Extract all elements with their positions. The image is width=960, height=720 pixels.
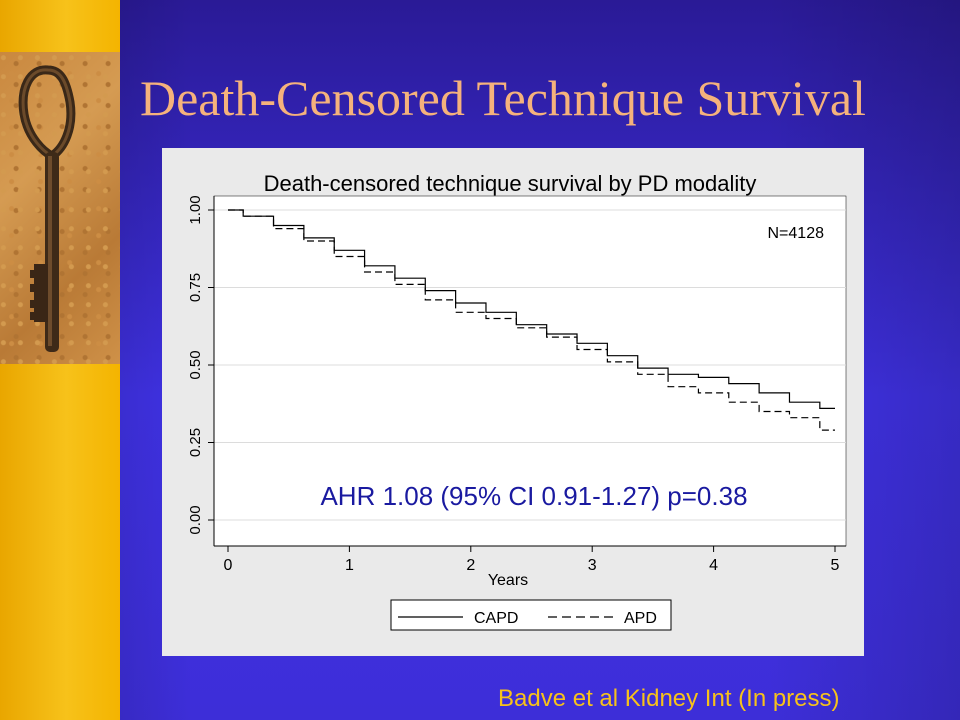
series-lines	[228, 209, 835, 431]
citation: Badve et al Kidney Int (In press)	[498, 685, 840, 712]
x-tick-label-0: 0	[224, 557, 233, 574]
series-line-capd	[228, 209, 835, 409]
legend: CAPD APD	[390, 599, 672, 631]
gridlines	[214, 209, 846, 521]
key-icon	[18, 65, 76, 352]
y-tick-label-1: 0.25	[187, 428, 204, 457]
x-tick-label-5: 5	[831, 557, 840, 574]
slide-title: Death-Censored Technique Survival	[140, 70, 866, 126]
x-tick-label-4: 4	[709, 557, 718, 574]
n-annotation: N=4128	[768, 225, 825, 242]
chart-panel: Death-censored technique survival by PD …	[162, 148, 864, 656]
tick-labels: 0.00 0.25 0.50 0.75 1.00 0 1 2 3 4 5	[187, 195, 840, 574]
plot-area	[213, 195, 847, 547]
ahr-annotation: AHR 1.08 (95% CI 0.91-1.27) p=0.38	[320, 481, 747, 511]
x-tick-label-1: 1	[345, 557, 354, 574]
legend-label-capd: CAPD	[474, 610, 518, 627]
x-tick-label-3: 3	[588, 557, 597, 574]
y-tick-label-0: 0.00	[187, 505, 204, 534]
x-tick-label-2: 2	[466, 557, 475, 574]
key-photo	[0, 52, 120, 364]
y-tick-label-2: 0.50	[187, 350, 204, 379]
x-axis-label: Years	[488, 572, 528, 589]
legend-box	[390, 599, 672, 631]
y-tick-label-4: 1.00	[187, 195, 204, 224]
series-line-apd	[228, 209, 835, 431]
legend-label-apd: APD	[624, 610, 657, 627]
chart-title: Death-censored technique survival by PD …	[264, 171, 757, 196]
axes	[208, 196, 846, 552]
survival-chart: Death-censored technique survival by PD …	[187, 171, 847, 631]
y-tick-label-3: 0.75	[187, 273, 204, 302]
